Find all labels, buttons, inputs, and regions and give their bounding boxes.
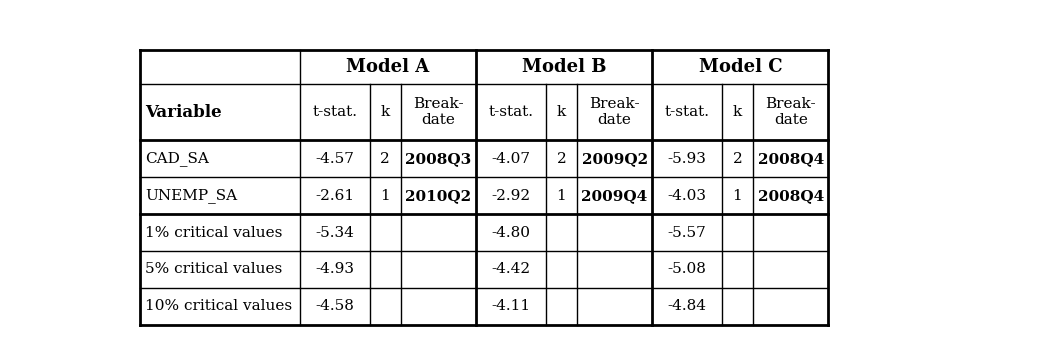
Text: t-stat.: t-stat. (313, 105, 357, 119)
Text: k: k (733, 105, 742, 119)
Text: k: k (557, 105, 565, 119)
Text: -4.93: -4.93 (315, 262, 354, 276)
Text: 1% critical values: 1% critical values (145, 226, 282, 240)
Text: 1: 1 (381, 189, 390, 203)
Text: 10% critical values: 10% critical values (145, 299, 293, 313)
Text: -2.92: -2.92 (492, 189, 531, 203)
Text: Break-
date: Break- date (590, 97, 639, 127)
Text: -4.03: -4.03 (668, 189, 707, 203)
Text: -4.58: -4.58 (315, 299, 354, 313)
Text: 2: 2 (556, 152, 567, 166)
Text: 2008Q4: 2008Q4 (758, 152, 823, 166)
Text: Model C: Model C (699, 58, 782, 76)
Text: Variable: Variable (145, 104, 222, 121)
Text: -4.57: -4.57 (315, 152, 354, 166)
Text: 1: 1 (556, 189, 567, 203)
Text: 2008Q3: 2008Q3 (406, 152, 471, 166)
Text: t-stat.: t-stat. (488, 105, 534, 119)
Text: -5.93: -5.93 (668, 152, 706, 166)
Text: Break-
date: Break- date (413, 97, 464, 127)
Text: -5.34: -5.34 (315, 226, 354, 240)
Text: UNEMP_SA: UNEMP_SA (145, 188, 238, 203)
Text: t-stat.: t-stat. (665, 105, 709, 119)
Text: -2.61: -2.61 (315, 189, 354, 203)
Text: 2009Q4: 2009Q4 (581, 189, 648, 203)
Text: Model A: Model A (347, 58, 430, 76)
Text: 2: 2 (381, 152, 390, 166)
Text: -4.80: -4.80 (492, 226, 531, 240)
Text: -4.42: -4.42 (492, 262, 531, 276)
Text: Model B: Model B (522, 58, 607, 76)
Text: Break-
date: Break- date (765, 97, 816, 127)
Text: 2009Q2: 2009Q2 (581, 152, 648, 166)
Text: 2: 2 (733, 152, 742, 166)
Text: 2008Q4: 2008Q4 (758, 189, 823, 203)
Text: k: k (381, 105, 390, 119)
Text: -4.84: -4.84 (668, 299, 707, 313)
Text: -5.08: -5.08 (668, 262, 706, 276)
Text: 2010Q2: 2010Q2 (406, 189, 471, 203)
Text: CAD_SA: CAD_SA (145, 151, 209, 166)
Text: -5.57: -5.57 (668, 226, 706, 240)
Text: 5% critical values: 5% critical values (145, 262, 282, 276)
Text: -4.11: -4.11 (492, 299, 531, 313)
Text: -4.07: -4.07 (492, 152, 531, 166)
Text: 1: 1 (733, 189, 742, 203)
